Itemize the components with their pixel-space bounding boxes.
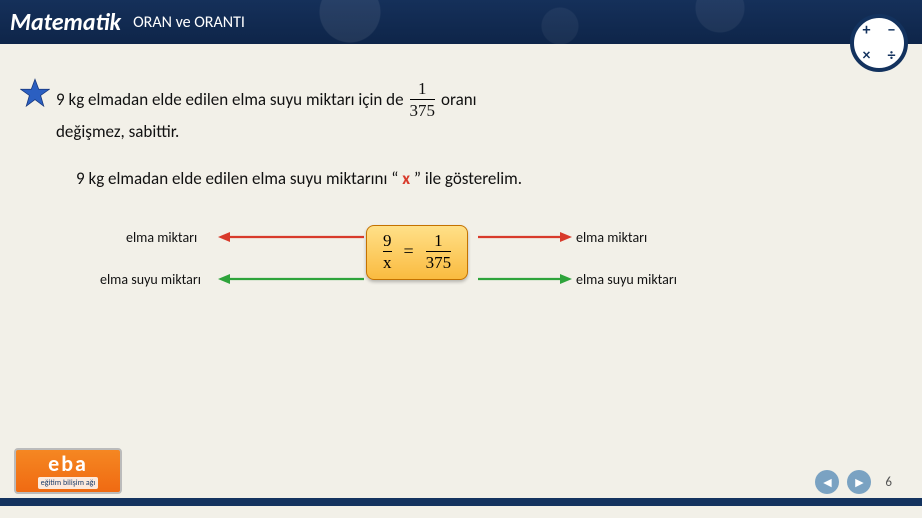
equation-box: 9 x = 1 375 xyxy=(366,225,468,280)
badge-times: × xyxy=(863,48,871,64)
intro-part3: değişmez, sabittir. xyxy=(56,121,179,142)
footer-bar xyxy=(0,498,922,506)
label-elma-suyu-miktari-left: elma suyu miktarı xyxy=(100,271,201,288)
badge-minus: − xyxy=(888,23,896,39)
eq-right-den: 375 xyxy=(426,254,452,271)
arrow-bottom-right xyxy=(476,271,576,291)
intro-part1: 9 kg elmadan elde edilen elma suyu mikta… xyxy=(56,89,404,110)
slide-content: 9 kg elmadan elde edilen elma suyu mikta… xyxy=(0,44,922,323)
eq-right-num: 1 xyxy=(434,232,443,249)
eba-logo-sub: eğitim bilişim ağı xyxy=(38,477,99,489)
math-ops-badge: + − × ÷ xyxy=(850,14,908,72)
eq-left-fraction: 9 x xyxy=(383,232,392,271)
intro-part2: oranı xyxy=(441,89,477,110)
fraction-bar xyxy=(410,99,436,100)
intro-frac-num: 1 xyxy=(418,80,427,97)
intro-frac-den: 375 xyxy=(410,102,436,119)
eq-left-num: 9 xyxy=(383,232,392,249)
arrow-top-left xyxy=(216,229,366,249)
statement-post: ile gösterelim. xyxy=(421,168,522,189)
label-elma-miktari-left: elma miktarı xyxy=(126,229,197,246)
intro-line: 9 kg elmadan elde edilen elma suyu mikta… xyxy=(56,80,866,119)
label-elma-suyu-miktari-right: elma suyu miktarı xyxy=(576,271,677,288)
slide-nav: ◄ ► 6 xyxy=(815,470,892,494)
badge-divide: ÷ xyxy=(888,48,896,64)
statement-line: 9 kg elmadan elde edilen elma suyu mikta… xyxy=(76,168,866,189)
intro-line-2: değişmez, sabittir. xyxy=(56,121,866,142)
next-button[interactable]: ► xyxy=(847,470,871,494)
star-icon xyxy=(20,78,50,108)
prev-button[interactable]: ◄ xyxy=(815,470,839,494)
eba-logo: eba eğitim bilişim ağı xyxy=(14,448,122,494)
brand-title: Matematik xyxy=(10,8,121,37)
arrow-bottom-left xyxy=(216,271,366,291)
quote-open: “ xyxy=(391,168,402,189)
fraction-bar xyxy=(383,251,392,252)
arrow-top-right xyxy=(476,229,576,249)
quote-close: ” xyxy=(410,168,421,189)
equals-sign: = xyxy=(404,241,414,262)
slide-topic: ORAN ve ORANTI xyxy=(133,13,245,32)
page-number: 6 xyxy=(885,475,892,490)
label-elma-miktari-right: elma miktarı xyxy=(576,229,647,246)
chevron-right-icon: ► xyxy=(852,474,866,491)
statement-variable: x xyxy=(402,168,410,189)
proportion-diagram: elma miktarı elma suyu miktarı elma mikt… xyxy=(56,213,866,323)
badge-plus: + xyxy=(863,23,871,39)
intro-fraction: 1 375 xyxy=(410,80,436,119)
eba-logo-text: eba xyxy=(48,453,88,475)
eq-right-fraction: 1 375 xyxy=(426,232,452,271)
fraction-bar xyxy=(426,251,452,252)
chevron-left-icon: ◄ xyxy=(820,474,834,491)
statement-pre: 9 kg elmadan elde edilen elma suyu mikta… xyxy=(76,168,391,189)
eq-left-den: x xyxy=(383,254,392,271)
slide-header: Matematik ORAN ve ORANTI xyxy=(0,0,922,44)
